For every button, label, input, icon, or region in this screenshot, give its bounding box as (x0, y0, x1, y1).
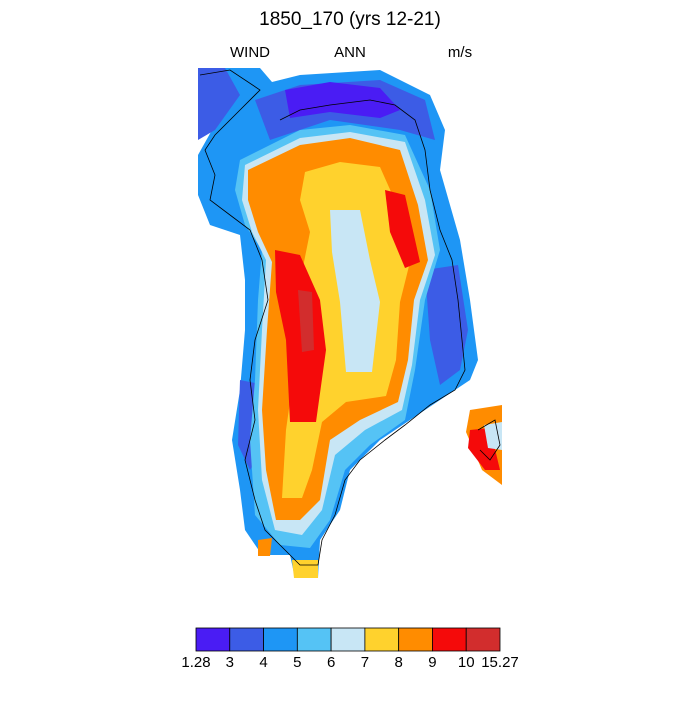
colorbar-label: 10 (458, 654, 475, 671)
wind-region (285, 82, 400, 118)
center-label: ANN (334, 44, 366, 61)
wind-region (198, 68, 240, 140)
right-label: m/s (448, 44, 472, 61)
colorbar-label: 9 (428, 654, 436, 671)
coastline (199, 69, 501, 566)
wind-field (198, 68, 502, 578)
colorbar-swatch (432, 627, 467, 652)
colorbar-label: 5 (293, 654, 301, 671)
colorbar-swatch (263, 627, 298, 652)
colorbar-swatch (330, 627, 366, 652)
wind-region (330, 210, 380, 372)
wind-region (275, 250, 326, 422)
wind-region (484, 422, 502, 450)
colorbar-swatch (398, 627, 433, 652)
colorbar-label: 8 (394, 654, 402, 671)
colorbar-swatch (364, 627, 400, 652)
colorbar-label: 4 (259, 654, 267, 671)
wind-region (258, 538, 272, 556)
colorbar-label: 15.27 (481, 654, 519, 671)
colorbar: 1.28 3 4 5 6 7 8 9 10 15.27 (181, 627, 519, 671)
colorbar-swatch (229, 627, 264, 652)
colorbar-label: 1.28 (181, 654, 210, 671)
wind-region (385, 190, 420, 268)
wind-region (298, 290, 314, 352)
colorbar-swatch (195, 627, 231, 652)
colorbar-swatch (465, 627, 501, 652)
title: 1850_170 (yrs 12-21) (259, 9, 441, 30)
colorbar-swatch (296, 627, 332, 652)
left-label: WIND (230, 44, 270, 61)
colorbar-label: 6 (327, 654, 335, 671)
colorbar-label: 7 (361, 654, 369, 671)
wind-region (292, 560, 318, 578)
colorbar-label: 3 (226, 654, 234, 671)
